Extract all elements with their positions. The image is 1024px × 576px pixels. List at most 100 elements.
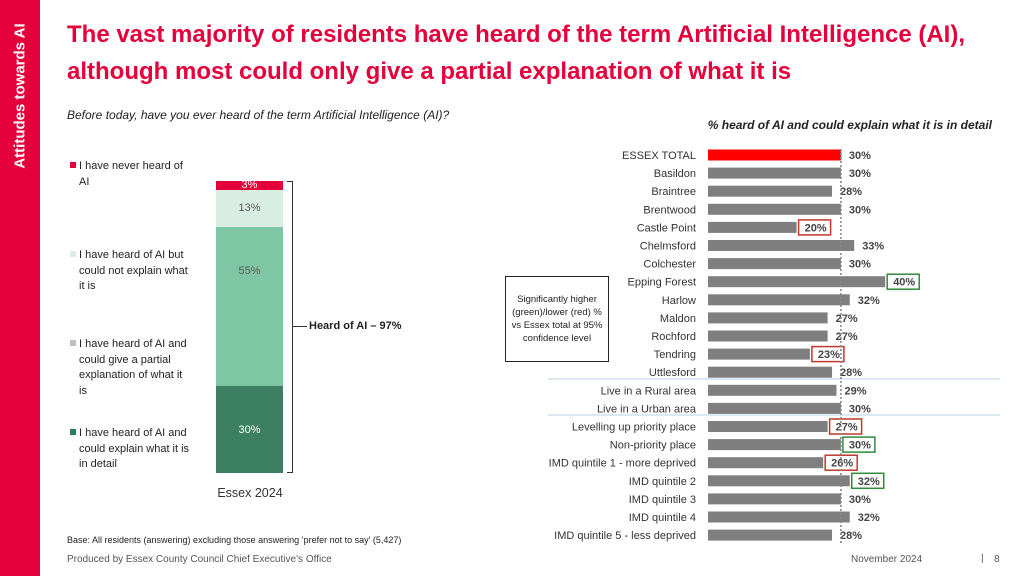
- category-label: Colchester: [643, 259, 696, 271]
- bar-value-label: 27%: [836, 313, 858, 325]
- survey-question: Before today, have you ever heard of the…: [67, 108, 450, 122]
- stack-value-label: 55%: [238, 265, 261, 278]
- sidebar: Attitudes towards AI: [0, 0, 40, 576]
- category-label: Live in a Urban area: [597, 403, 697, 415]
- significance-note-box: Significantly higher (green)/lower (red)…: [505, 276, 609, 362]
- page-title: The vast majority of residents have hear…: [67, 21, 965, 85]
- bar: [708, 221, 797, 233]
- bar-value-label: 23%: [818, 349, 840, 361]
- bar-value-label: 27%: [836, 422, 858, 434]
- category-label: IMD quintile 3: [629, 494, 696, 506]
- bar-value-label: 28%: [840, 186, 862, 198]
- category-label: IMD quintile 5 - less deprived: [554, 530, 696, 542]
- significance-note: Significantly higher (green)/lower (red)…: [511, 294, 603, 344]
- category-label: ESSEX TOTAL: [622, 150, 696, 162]
- legend-label: I have heard of AI and could explain wha…: [79, 427, 190, 470]
- legend-label: I have heard of AI but could not explain…: [79, 249, 188, 292]
- stack-value-label: 3%: [241, 179, 258, 192]
- category-label: Chelmsford: [640, 241, 696, 253]
- significance-lower-box: [824, 454, 858, 471]
- bar-value-label: 28%: [840, 367, 862, 379]
- right-chart-heading: % heard of AI and could explain what it …: [707, 118, 992, 132]
- legend-label: I have heard of AI and could give a part…: [79, 338, 187, 397]
- stack-segment: 55%: [216, 227, 283, 387]
- category-label: Harlow: [662, 295, 696, 307]
- legend-swatch: [70, 251, 76, 257]
- footer-producer: Produced by Essex County Council Chief E…: [67, 554, 332, 565]
- sidebar-label: Attitudes towards AI: [11, 23, 29, 169]
- bar: [708, 511, 850, 523]
- category-label: Castle Point: [637, 222, 696, 234]
- bar-value-label: 32%: [858, 295, 880, 307]
- category-label: IMD quintile 4: [629, 512, 696, 524]
- category-label: IMD quintile 2: [629, 476, 696, 488]
- base-note: Base: All residents (answering) excludin…: [67, 535, 402, 545]
- bar: [708, 294, 850, 306]
- bar-value-label: 30%: [849, 494, 871, 506]
- bar-value-label: 30%: [849, 440, 871, 452]
- page-number: 8: [994, 554, 1000, 565]
- category-label: Brentwood: [643, 204, 696, 216]
- significance-lower-box: [797, 219, 832, 236]
- bar: [708, 402, 841, 414]
- heard-of-ai-label: Heard of AI – 97%: [309, 320, 402, 332]
- legend-item-never-heard: I have never heard of AI: [70, 159, 190, 190]
- category-label: Uttlesford: [649, 367, 696, 379]
- bar-value-label: 30%: [849, 204, 871, 216]
- bar-value-label: 20%: [805, 222, 827, 234]
- significance-lower-box: [811, 345, 845, 363]
- category-label: Live in a Rural area: [601, 385, 697, 397]
- stack-segment: 3%: [216, 179, 283, 192]
- category-label: Braintree: [651, 186, 696, 198]
- bar-value-label: 32%: [858, 512, 880, 524]
- footer-separator: |: [981, 553, 984, 564]
- category-label: Levelling up priority place: [572, 422, 696, 434]
- stack-value-label: 13%: [238, 201, 261, 214]
- category-label: Rochford: [651, 331, 696, 343]
- bar-value-label: 30%: [849, 403, 871, 415]
- bar: [708, 203, 841, 215]
- legend-swatch: [70, 429, 76, 435]
- bar-value-label: 40%: [893, 277, 915, 289]
- bar: [708, 457, 824, 469]
- bar: [708, 439, 841, 451]
- category-label: Basildon: [654, 168, 696, 180]
- bar-value-label: 30%: [849, 150, 871, 162]
- bar-value-label: 30%: [849, 168, 871, 180]
- heard-bracket-tick: [293, 326, 307, 327]
- legend-item-detail: I have heard of AI and could explain wha…: [70, 426, 190, 473]
- legend-label: I have never heard of AI: [79, 160, 183, 188]
- bar-value-label: 32%: [858, 476, 880, 488]
- bar: [708, 366, 833, 378]
- bar: [708, 348, 810, 360]
- bar: [708, 330, 828, 342]
- significance-higher-box: [842, 436, 876, 453]
- legend-item-heard-not-explain: I have heard of AI but could not explain…: [70, 248, 190, 295]
- bar-value-label: 28%: [840, 530, 862, 542]
- significance-lower-box: [828, 418, 863, 435]
- bar: [708, 167, 841, 179]
- category-label: Maldon: [660, 313, 696, 325]
- heard-bracket: [287, 181, 293, 473]
- significance-higher-box: [851, 472, 885, 490]
- bar: [708, 276, 886, 288]
- bar: [708, 493, 841, 505]
- category-label: Tendring: [654, 349, 696, 361]
- stacked-category-label: Essex 2024: [217, 486, 283, 500]
- bar: [708, 185, 833, 197]
- legend-swatch: [70, 162, 76, 168]
- bar: [708, 258, 841, 270]
- bar: [708, 149, 841, 161]
- bar-value-label: 30%: [849, 259, 871, 271]
- bar-value-label: 33%: [862, 241, 884, 253]
- bar: [708, 421, 828, 432]
- significance-higher-box: [886, 273, 920, 290]
- bar-value-label: 29%: [844, 385, 866, 397]
- category-label: IMD quintile 1 - more deprived: [549, 458, 696, 470]
- stack-segment: 30%: [216, 386, 283, 473]
- bar-value-label: 27%: [836, 331, 858, 343]
- bar-value-label: 26%: [831, 458, 853, 470]
- bar: [708, 312, 828, 324]
- stack-value-label: 30%: [238, 424, 261, 437]
- category-label: Non-priority place: [610, 440, 696, 452]
